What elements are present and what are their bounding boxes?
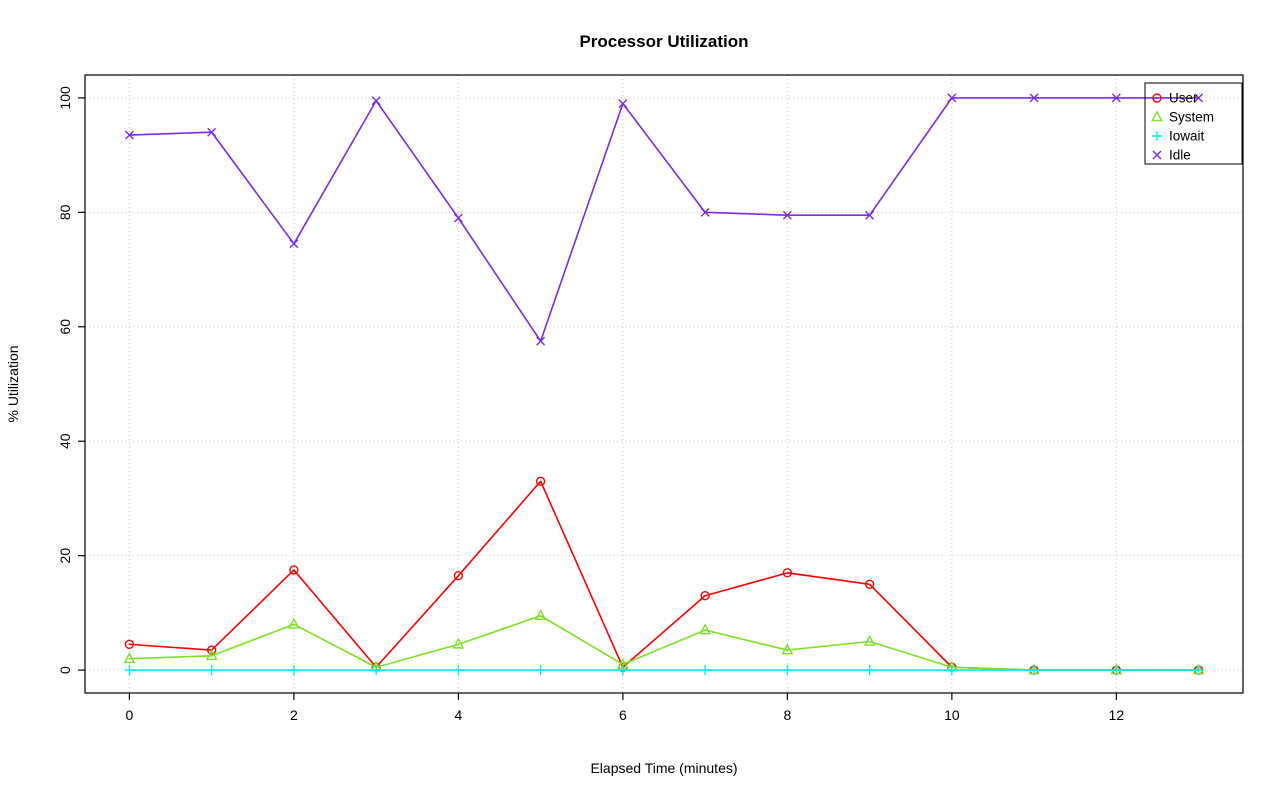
marker-x <box>536 336 546 346</box>
y-tick-label: 20 <box>57 548 73 564</box>
marker-triangle <box>452 637 465 649</box>
x-tick-label: 12 <box>1109 707 1125 723</box>
marker-triangle <box>534 609 547 621</box>
marker-x <box>618 99 628 109</box>
x-tick-label: 6 <box>619 707 627 723</box>
marker-x <box>1111 93 1121 103</box>
legend-box <box>1144 82 1243 165</box>
marker-plus <box>371 665 382 676</box>
marker-circle <box>782 568 793 578</box>
marker-plus <box>535 665 546 676</box>
legend-label: System <box>1169 110 1214 125</box>
series-user <box>124 476 1204 675</box>
x-tick-label: 0 <box>126 707 134 723</box>
marker-plus <box>206 665 217 676</box>
marker-plus <box>124 665 135 676</box>
marker-circle <box>206 645 217 655</box>
marker-plus <box>946 665 957 676</box>
y-tick-label: 100 <box>57 86 73 110</box>
series-line-idle <box>128 97 1200 342</box>
marker-x <box>782 210 792 220</box>
marker-circle <box>535 476 546 486</box>
series-system <box>123 609 1205 675</box>
legend-label: Iowait <box>1169 129 1205 144</box>
x-tick-label: 2 <box>290 707 298 723</box>
series-iowait <box>124 665 1204 676</box>
series-idle <box>124 93 1204 346</box>
y-tick-label: 40 <box>57 433 73 449</box>
x-tick-label: 4 <box>454 707 462 723</box>
marker-plus <box>782 665 793 676</box>
marker-triangle <box>699 623 711 635</box>
marker-triangle <box>288 617 300 629</box>
marker-plus <box>1193 665 1204 676</box>
axes: 0 2 4 6 8 10 12 0 20 40 60 80 100 <box>57 86 1124 723</box>
marker-triangle <box>781 643 794 655</box>
y-tick-label: 80 <box>57 204 73 220</box>
series-line-user <box>128 480 1200 671</box>
marker-plus <box>1111 665 1122 676</box>
marker-x <box>453 213 463 223</box>
marker-triangle <box>123 651 136 663</box>
chart-title: Processor Utilization <box>579 32 748 51</box>
marker-plus <box>288 665 299 676</box>
marker-circle <box>1152 93 1162 103</box>
marker-circle <box>864 579 875 589</box>
marker-x <box>1152 150 1162 160</box>
x-tick-label: 10 <box>944 707 960 723</box>
marker-x <box>1194 93 1204 103</box>
y-tick-label: 0 <box>57 666 73 674</box>
y-tick-label: 60 <box>57 319 73 335</box>
marker-plus <box>700 665 711 676</box>
marker-plus <box>1029 665 1040 676</box>
marker-circle <box>124 639 135 650</box>
plot-border <box>84 74 1244 694</box>
marker-x <box>371 96 381 106</box>
marker-plus <box>1152 131 1162 141</box>
marker-x <box>947 93 957 103</box>
marker-circle <box>453 570 464 581</box>
marker-x <box>700 207 710 217</box>
marker-x <box>124 130 134 140</box>
marker-triangle <box>863 634 876 646</box>
series-line-system <box>128 614 1200 671</box>
marker-circle <box>289 565 299 575</box>
grid <box>85 75 1243 693</box>
x-axis-label: Elapsed Time (minutes) <box>590 760 737 776</box>
marker-plus <box>453 665 464 676</box>
legend-label: Idle <box>1169 148 1191 163</box>
marker-plus <box>617 665 628 676</box>
marker-triangle <box>205 649 218 661</box>
marker-x <box>1029 93 1039 103</box>
plot-layers: 0 2 4 6 8 10 12 0 20 40 60 80 100 <box>57 74 1244 723</box>
marker-circle <box>700 591 710 601</box>
y-axis-label: % Utilization <box>5 345 21 422</box>
marker-x <box>289 239 299 249</box>
marker-triangle <box>1151 110 1163 122</box>
legend-label: User <box>1169 91 1198 106</box>
marker-x <box>865 210 875 220</box>
marker-plus <box>864 665 875 676</box>
chart-legend: User System Iowait Idle <box>1144 82 1243 165</box>
x-tick-label: 8 <box>783 707 791 723</box>
marker-x <box>207 127 217 137</box>
